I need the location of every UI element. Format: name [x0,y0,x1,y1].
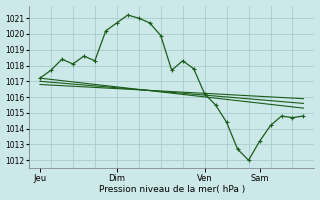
X-axis label: Pression niveau de la mer( hPa ): Pression niveau de la mer( hPa ) [99,185,245,194]
